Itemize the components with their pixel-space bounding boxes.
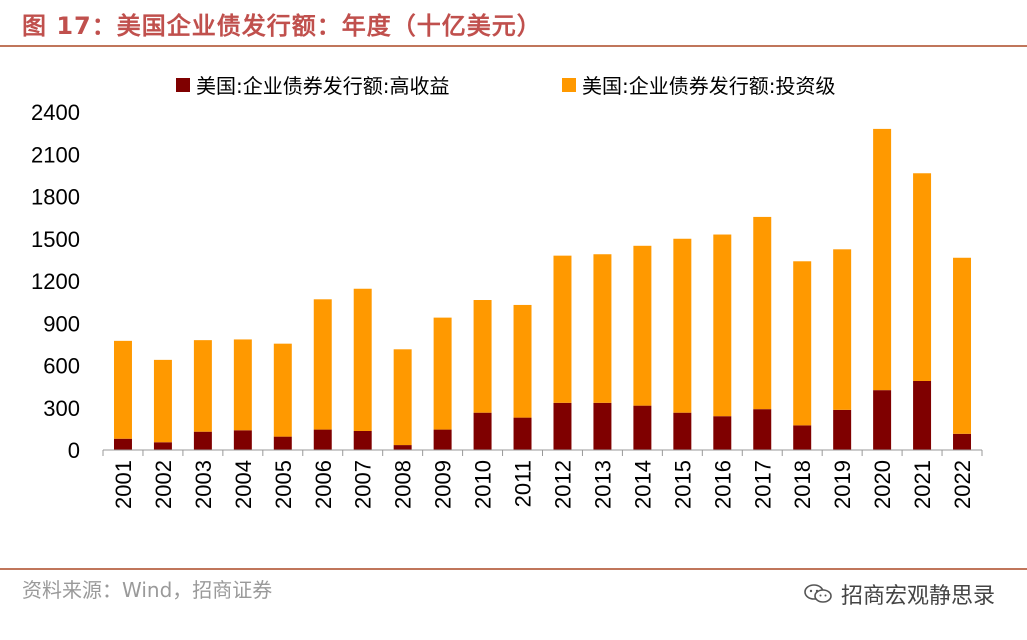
bar-high-yield-2018 (793, 425, 812, 450)
bar-investment-grade-2007 (353, 288, 372, 431)
bar-high-yield-2005 (273, 436, 292, 450)
x-tick-label: 2007 (351, 460, 376, 509)
bar-high-yield-2014 (633, 405, 652, 450)
bar-investment-grade-2022 (953, 257, 972, 434)
x-tick-label: 2016 (710, 460, 735, 509)
x-axis: 2001 2002 2003 2004 2005 2006 2007 2008 2009 2010… (102, 450, 983, 509)
bar-investment-grade-2021 (913, 173, 932, 381)
wechat-icon (804, 584, 832, 603)
bar-chart: 美国:企业债券发行额:高收益 美国:企业债券发行额:投资级 0 300 600 900… (31, 74, 983, 509)
bar-investment-grade-2003 (193, 340, 212, 432)
x-tick-label: 2015 (670, 460, 695, 509)
legend-label-investment-grade: 美国:企业债券发行额:投资级 (582, 74, 835, 98)
source-note: 资料来源：Wind，招商证券 (22, 578, 273, 602)
x-tick-label: 2008 (391, 460, 416, 509)
y-tick-label: 900 (43, 311, 80, 336)
bar-investment-grade-2001 (113, 340, 132, 439)
bar-high-yield-2011 (513, 417, 532, 450)
bar-investment-grade-2017 (753, 216, 772, 410)
bar-investment-grade-2018 (793, 261, 812, 426)
bar-high-yield-2002 (153, 442, 172, 450)
legend-label-high-yield: 美国:企业债券发行额:高收益 (196, 74, 449, 98)
bar-high-yield-2020 (873, 390, 892, 450)
x-tick-label: 2017 (750, 460, 775, 509)
x-tick-label: 2003 (191, 460, 216, 509)
legend-swatch-high-yield (176, 78, 190, 92)
x-tick-label: 2010 (471, 460, 496, 509)
bar-investment-grade-2016 (713, 234, 732, 417)
bar-investment-grade-2004 (233, 339, 252, 431)
x-tick-label: 2012 (550, 460, 575, 509)
y-tick-label: 1800 (31, 185, 80, 210)
bar-high-yield-2021 (913, 380, 932, 450)
y-tick-label: 1500 (31, 227, 80, 252)
bar-high-yield-2001 (113, 438, 132, 450)
x-tick-label: 2004 (231, 460, 256, 509)
bar-investment-grade-2012 (553, 255, 572, 403)
x-tick-label: 2018 (790, 460, 815, 509)
bar-high-yield-2017 (753, 409, 772, 450)
brand-name: 招商宏观静思录 (840, 584, 995, 609)
x-tick-label: 2005 (271, 460, 296, 509)
legend-swatch-investment-grade (562, 78, 576, 92)
bar-high-yield-2010 (473, 412, 492, 450)
x-tick-label: 2006 (311, 460, 336, 509)
bar-investment-grade-2002 (153, 359, 172, 443)
bar-investment-grade-2010 (473, 300, 492, 413)
bar-high-yield-2007 (353, 430, 372, 450)
bar-investment-grade-2005 (273, 343, 292, 437)
bar-high-yield-2013 (593, 402, 612, 450)
bar-high-yield-2008 (393, 445, 412, 450)
bar-investment-grade-2006 (313, 299, 332, 430)
bar-high-yield-2003 (193, 431, 212, 450)
y-tick-label: 0 (68, 438, 80, 463)
bar-high-yield-2004 (233, 430, 252, 450)
bar-high-yield-2019 (833, 409, 852, 450)
y-axis: 0 300 600 900 1200 1500 1800 2100 2400 (31, 100, 80, 463)
x-tick-label: 2002 (151, 460, 176, 509)
x-tick-label: 2022 (950, 460, 975, 509)
title-divider (0, 45, 1027, 47)
x-tick-label: 2001 (111, 460, 136, 509)
y-tick-label: 300 (43, 396, 80, 421)
bar-investment-grade-2015 (673, 238, 692, 413)
bar-high-yield-2006 (313, 429, 332, 450)
x-tick-label: 2014 (630, 460, 655, 509)
y-tick-label: 2100 (31, 142, 80, 167)
x-tick-label: 2013 (590, 460, 615, 509)
brand-watermark: 招商宏观静思录 (803, 578, 995, 610)
bar-investment-grade-2013 (593, 254, 612, 403)
bars (113, 128, 972, 450)
footer-divider (0, 568, 1027, 570)
bar-high-yield-2012 (553, 402, 572, 450)
chart-title: 图 17：美国企业债发行额：年度（十亿美元） (22, 12, 542, 40)
bar-investment-grade-2020 (873, 128, 892, 391)
x-tick-label: 2019 (830, 460, 855, 509)
y-tick-label: 600 (43, 354, 80, 379)
x-tick-label: 2020 (870, 460, 895, 509)
x-tick-label: 2011 (511, 460, 536, 507)
x-tick-label: 2021 (910, 460, 935, 509)
bar-investment-grade-2009 (433, 317, 452, 430)
bar-high-yield-2016 (713, 416, 732, 450)
bar-investment-grade-2014 (633, 245, 652, 406)
bar-investment-grade-2019 (833, 249, 852, 410)
y-tick-label: 1200 (31, 269, 80, 294)
bar-high-yield-2009 (433, 429, 452, 450)
bar-investment-grade-2008 (393, 349, 412, 446)
legend: 美国:企业债券发行额:高收益 美国:企业债券发行额:投资级 (176, 74, 835, 98)
y-tick-label: 2400 (31, 100, 80, 125)
bar-investment-grade-2011 (513, 304, 532, 418)
bar-high-yield-2015 (673, 412, 692, 450)
bar-high-yield-2022 (953, 433, 972, 450)
x-tick-label: 2009 (431, 460, 456, 509)
